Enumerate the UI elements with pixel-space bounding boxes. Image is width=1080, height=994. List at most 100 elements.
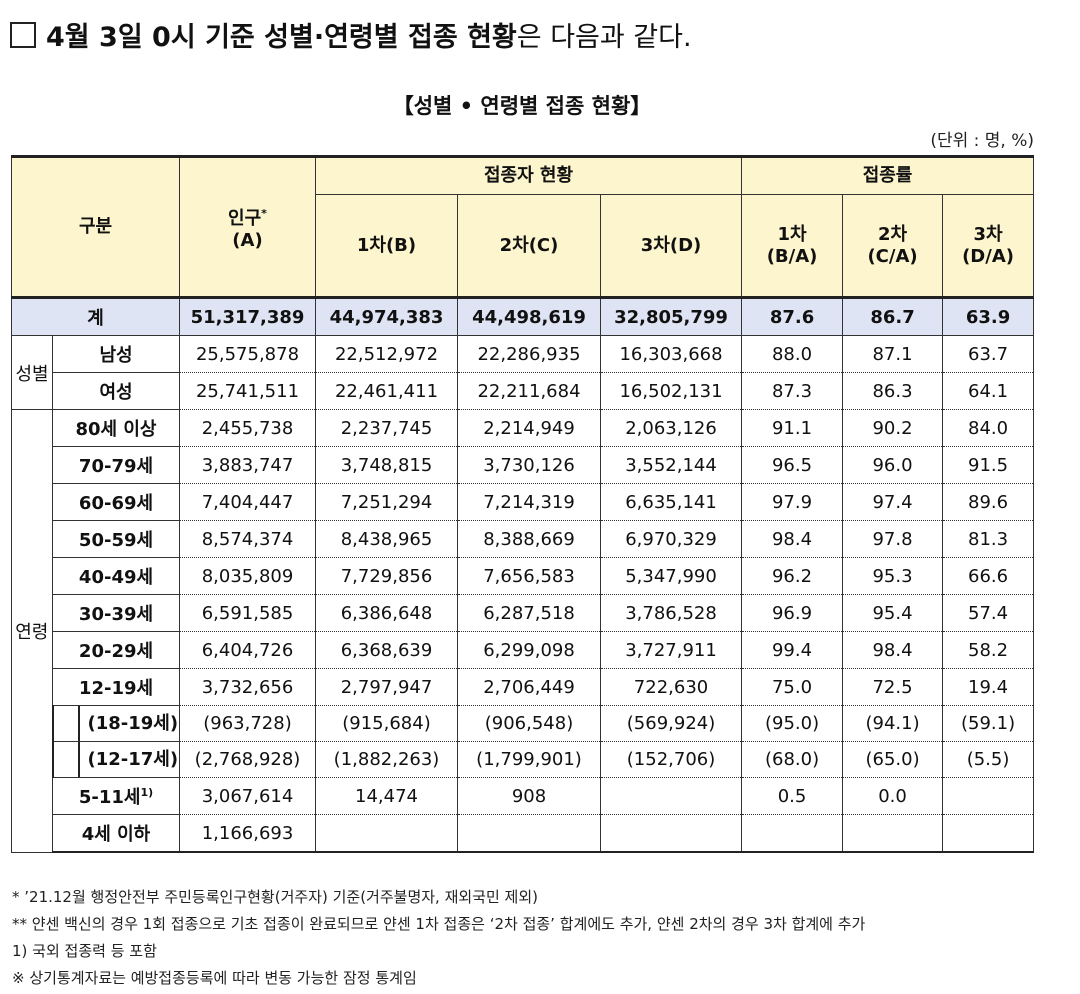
count-cell: 6,368,639 <box>315 631 458 669</box>
row-label: 계 <box>11 296 180 336</box>
count-cell: 2,214,949 <box>457 409 601 447</box>
footnote: ※ 상기통계자료는 예방접종등록에 따라 변동 가능한 잠정 통계임 <box>12 969 417 987</box>
total-row: 계 51,317,389 44,974,383 44,498,619 32,805,79… <box>11 296 1035 336</box>
table-row: 성별 남성 25,575,878 22,512,972 22,286,935 16,303… <box>11 335 1035 410</box>
rate-cell: 19.4 <box>942 668 1035 706</box>
vaccination-table: 구분 인구* (A) 접종자 현황 접종률 1차(B) 2차(C) 3차(D) 1… <box>11 155 1035 853</box>
rate-cell: 91.1 <box>741 409 844 447</box>
rate-cell: (5.5) <box>942 741 1035 778</box>
rate-cell: 95.4 <box>842 594 944 632</box>
row-label: 70-79세 <box>52 446 180 484</box>
table-row: 여성 25,741,511 22,461,411 22,211,684 16,502,1… <box>12 372 1035 410</box>
row-label: 30-39세 <box>52 594 180 632</box>
count-cell: (906,548) <box>457 705 601 742</box>
rate-cell: 87.3 <box>741 372 844 410</box>
count-cell: 16,502,131 <box>599 372 743 410</box>
count-cell: 6,970,329 <box>599 520 743 558</box>
count-cell: 22,211,684 <box>457 372 601 410</box>
count-cell: 25,575,878 <box>179 335 316 373</box>
rate-cell: 87.6 <box>741 296 844 336</box>
rate-cell <box>942 814 1035 853</box>
count-cell: 2,455,738 <box>179 409 316 447</box>
row-label: 20-29세 <box>52 631 180 669</box>
table-row: 12-19세 3,732,656 2,797,947 2,706,449 722,630… <box>12 668 1035 706</box>
header-rate3: 3차 (D/A) <box>942 194 1035 298</box>
table-row: 4세 이하 1,166,693 <box>12 814 1035 853</box>
count-cell: 3,883,747 <box>179 446 316 484</box>
header-dose3: 3차(D) <box>599 194 743 298</box>
header-dose2: 2차(C) <box>457 194 601 298</box>
count-cell: 722,630 <box>599 668 743 706</box>
count-cell: 3,748,815 <box>315 446 458 484</box>
header-rate2: 2차 (C/A) <box>842 194 944 298</box>
count-cell: (152,706) <box>599 741 743 778</box>
rate-cell: 75.0 <box>741 668 844 706</box>
header-dose1: 1차(B) <box>315 194 458 298</box>
count-cell: (1,882,263) <box>315 741 458 778</box>
count-cell: 908 <box>457 777 601 815</box>
count-cell: 32,805,799 <box>599 296 743 336</box>
table-row: 60-69세 7,404,447 7,251,294 7,214,319 6,635,1… <box>12 483 1035 521</box>
row-label: (12-17세) <box>51 741 180 778</box>
rate-cell: 81.3 <box>942 520 1035 558</box>
table-row: 30-39세 6,591,585 6,386,648 6,287,518 3,786,5… <box>12 594 1035 632</box>
count-cell: 2,706,449 <box>457 668 601 706</box>
rate-cell: 97.8 <box>842 520 944 558</box>
rate-cell: 87.1 <box>842 335 944 373</box>
table-row: 50-59세 8,574,374 8,438,965 8,388,669 6,970,3… <box>12 520 1035 558</box>
count-cell: 16,303,668 <box>599 335 743 373</box>
count-cell: 3,786,528 <box>599 594 743 632</box>
rate-cell: 96.2 <box>741 557 844 595</box>
table-row: 70-79세 3,883,747 3,748,815 3,730,126 3,552,1… <box>12 446 1035 484</box>
rate-cell: 63.9 <box>942 296 1035 336</box>
unit-label: (단위 : 명, %) <box>930 131 1034 151</box>
rate-cell <box>842 814 944 853</box>
count-cell: 1,166,693 <box>179 814 316 853</box>
rate-cell: 86.7 <box>842 296 944 336</box>
count-cell: (569,924) <box>599 705 743 742</box>
group-label: 성별 <box>11 335 53 410</box>
rate-cell: 95.3 <box>842 557 944 595</box>
header-vaccinated-group: 접종자 현황 <box>314 155 743 195</box>
count-cell: 7,251,294 <box>315 483 458 521</box>
heading-bold-text: 4월 3일 0시 기준 성별·연령별 접종 현황 <box>46 22 517 53</box>
checkbox-square-icon <box>10 22 36 48</box>
count-cell: 2,237,745 <box>315 409 458 447</box>
rate-cell: 96.5 <box>741 446 844 484</box>
count-cell: 22,286,935 <box>457 335 601 373</box>
row-label: 4세 이하 <box>52 814 180 853</box>
count-cell: 44,974,383 <box>315 296 458 336</box>
rate-cell: 57.4 <box>942 594 1035 632</box>
count-cell: 2,797,947 <box>315 668 458 706</box>
count-cell: 6,299,098 <box>457 631 601 669</box>
row-label: 5-11세1) <box>52 777 180 815</box>
count-cell <box>457 814 601 853</box>
rate-cell: 63.7 <box>942 335 1035 373</box>
count-cell: 8,574,374 <box>179 520 316 558</box>
footnote: * ’21.12월 행정안전부 주민등록인구현황(거주자) 기준(거주불명자, … <box>12 888 538 906</box>
rate-cell: 90.2 <box>842 409 944 447</box>
rate-cell: 96.0 <box>842 446 944 484</box>
count-cell: 2,063,126 <box>599 409 743 447</box>
count-cell: 3,067,614 <box>179 777 316 815</box>
count-cell: 6,404,726 <box>179 631 316 669</box>
rate-cell: (65.0) <box>842 741 944 778</box>
rate-cell: (94.1) <box>842 705 944 742</box>
count-cell: 3,732,656 <box>179 668 316 706</box>
rate-cell: (59.1) <box>942 705 1035 742</box>
table-subrow: (18-19세) (963,728) (915,684) (906,548) (569,… <box>12 705 1035 742</box>
count-cell: (2,768,928) <box>179 741 316 778</box>
table-subrow: (12-17세) (2,768,928) (1,882,263) (1,799,901… <box>12 741 1035 778</box>
row-label: 80세 이상 <box>52 409 180 447</box>
count-cell: 3,730,126 <box>457 446 601 484</box>
count-cell: 8,035,809 <box>179 557 316 595</box>
count-cell: 6,635,141 <box>599 483 743 521</box>
count-cell: (915,684) <box>315 705 458 742</box>
rate-cell: 88.0 <box>741 335 844 373</box>
table-row: 연령 80세 이상 2,455,738 2,237,745 2,214,949 2,063… <box>11 409 1035 853</box>
table-row: 20-29세 6,404,726 6,368,639 6,299,098 3,727,9… <box>12 631 1035 669</box>
row-label: 50-59세 <box>52 520 180 558</box>
row-label: 여성 <box>52 372 180 410</box>
count-cell: 6,287,518 <box>457 594 601 632</box>
header-rate1: 1차 (B/A) <box>741 194 844 298</box>
